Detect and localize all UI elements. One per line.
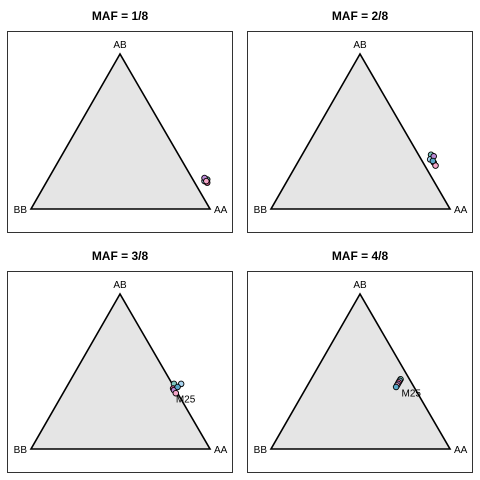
plot-frame	[7, 271, 233, 473]
ternary-panel-4: MAF = 4/8 AB BB AA M25	[247, 249, 473, 473]
vertex-label-top: AB	[113, 40, 127, 51]
plot-frame	[247, 271, 473, 473]
data-points	[392, 376, 404, 391]
vertex-label-right: AA	[454, 445, 468, 456]
data-point	[429, 157, 437, 165]
ternary-panel-1: MAF = 1/8 AB BB AA	[7, 9, 233, 233]
panel-title: MAF = 3/8	[92, 249, 149, 263]
ternary-panel-2: MAF = 2/8 AB BB AA	[247, 9, 473, 233]
data-point	[203, 177, 210, 185]
data-points	[201, 174, 211, 186]
plot-frame	[247, 31, 473, 233]
ternary-triangle	[29, 292, 212, 450]
vertex-label-left: BB	[254, 445, 268, 456]
data-points	[426, 151, 439, 169]
ternary-triangle	[29, 52, 212, 210]
vertex-label-left: BB	[14, 445, 28, 456]
vertex-label-right: AA	[454, 205, 468, 216]
vertex-label-top: AB	[113, 280, 127, 291]
data-point	[392, 383, 400, 391]
data-point	[432, 162, 439, 169]
vertex-label-right: AA	[214, 205, 228, 216]
plot-frame	[7, 31, 233, 233]
data-point	[172, 389, 180, 397]
vertex-label-top: AB	[353, 40, 367, 51]
vertex-label-right: AA	[214, 445, 228, 456]
ternary-panel-3: MAF = 3/8 AB BB AA M25	[7, 249, 233, 473]
point-annotation: M25	[176, 395, 196, 406]
panel-title: MAF = 2/8	[332, 9, 389, 23]
vertex-label-left: BB	[14, 205, 28, 216]
data-points	[169, 380, 185, 397]
ternary-triangle	[269, 52, 452, 210]
vertex-label-top: AB	[353, 280, 367, 291]
vertex-label-left: BB	[254, 205, 268, 216]
ternary-triangle	[269, 292, 452, 450]
panel-title: MAF = 4/8	[332, 249, 389, 263]
data-point	[174, 383, 181, 391]
point-annotation: M25	[402, 388, 422, 399]
panel-title: MAF = 1/8	[92, 9, 149, 23]
